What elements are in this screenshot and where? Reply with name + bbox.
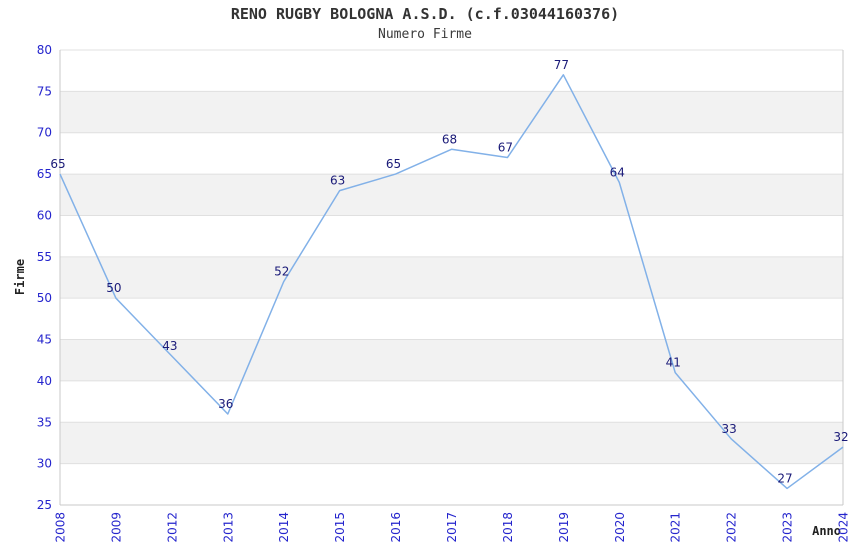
y-tick-label: 40 [37,374,52,388]
y-tick-label: 50 [37,291,52,305]
x-tick-label: 2023 [781,512,795,543]
x-tick-label: 2014 [277,512,291,543]
data-point-label: 67 [498,141,513,155]
y-tick-label: 45 [37,333,52,347]
x-tick-label: 2020 [613,512,627,543]
y-tick-label: 35 [37,415,52,429]
data-point-label: 52 [274,265,289,279]
x-tick-label: 2012 [165,512,179,543]
data-point-label: 36 [218,397,233,411]
data-point-label: 41 [666,356,681,370]
plot-band [60,174,843,216]
chart-subtitle: Numero Firme [378,27,472,42]
plot-band [60,256,843,299]
data-series-line [59,74,844,490]
plot-band [60,91,843,133]
x-tick-label: 2024 [837,512,850,543]
data-point-label: 64 [610,165,625,179]
data-point-label: 43 [162,339,177,353]
data-point-label: 77 [554,58,569,72]
x-tick-label: 2022 [725,512,739,543]
y-tick-label: 25 [37,498,52,512]
data-point-label: 50 [106,281,121,295]
chart-title: RENO RUGBY BOLOGNA A.S.D. (c.f.030441603… [230,5,620,23]
x-tick-label: 2019 [557,512,571,543]
x-axis-title: Anno [812,524,841,538]
data-point-label: 27 [777,471,792,485]
data-point-label: 63 [330,174,345,188]
y-tick-label: 55 [37,250,52,264]
x-tick-label: 2017 [445,512,459,543]
y-tick-label: 80 [37,43,52,57]
data-point-label: 33 [722,422,737,436]
y-tick-label: 65 [37,167,52,181]
plot-band [60,339,843,381]
x-tick-label: 2016 [389,512,403,543]
data-point-label: 32 [833,430,848,444]
data-point-label: 65 [50,157,65,171]
x-tick-label: 2018 [501,512,515,543]
data-point-label: 65 [386,157,401,171]
y-tick-label: 60 [37,208,52,222]
x-tick-label: 2009 [109,512,123,543]
x-tick-label: 2015 [333,512,347,543]
x-tick-label: 2008 [54,512,68,543]
y-tick-label: 75 [37,84,52,98]
x-tick-label: 2013 [221,512,235,543]
y-tick-label: 30 [37,457,52,471]
plot-band [60,422,843,464]
data-point-label: 68 [442,132,457,146]
y-tick-label: 70 [37,126,52,140]
x-tick-label: 2021 [669,512,683,543]
